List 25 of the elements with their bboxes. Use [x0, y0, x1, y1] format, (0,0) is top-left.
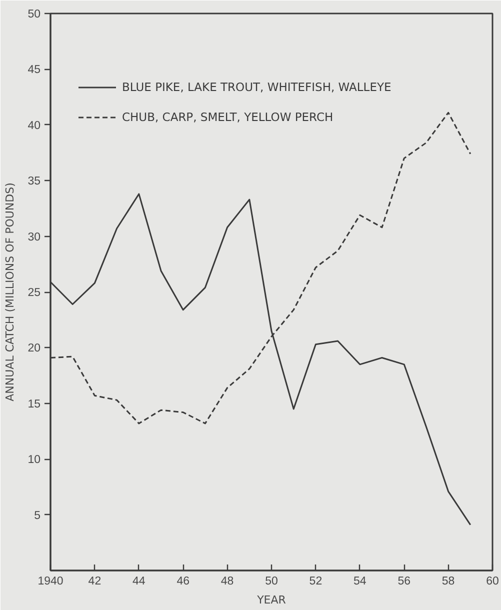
y-tick-label: 25: [28, 287, 41, 299]
x-tick-label: 48: [220, 576, 234, 588]
x-tick-label: 50: [265, 576, 278, 588]
legend-label: CHUB, CARP, SMELT, YELLOW PERCH: [122, 109, 334, 126]
x-tick-label: 56: [398, 576, 410, 588]
x-tick-label: 54: [354, 576, 367, 588]
y-axis-title: ANNUAL CATCH (MILLIONS OF POUNDS): [4, 182, 17, 402]
y-tick-label: 30: [28, 231, 41, 244]
x-tick-label: 1940: [38, 576, 64, 588]
x-tick-label: 52: [309, 576, 322, 588]
y-tick-label: 5: [34, 510, 41, 522]
y-tick-label: 35: [28, 176, 41, 188]
legend-label: BLUE PIKE, LAKE TROUT, WHITEFISH, WALLEYE: [122, 79, 392, 96]
x-tick-label: 44: [132, 576, 146, 588]
x-tick-label: 46: [176, 576, 190, 588]
y-tick-label: 10: [28, 454, 41, 466]
x-tick-label: 60: [486, 576, 499, 588]
y-tick-label: 45: [28, 64, 41, 76]
y-tick-label: 50: [28, 8, 41, 20]
x-axis-title: YEAR: [256, 594, 286, 606]
x-tick-label: 58: [442, 576, 455, 588]
x-tick-label: 42: [88, 576, 102, 588]
y-tick-label: 20: [28, 342, 41, 355]
y-tick-label: 40: [28, 120, 41, 132]
y-tick-label: 15: [28, 398, 41, 410]
